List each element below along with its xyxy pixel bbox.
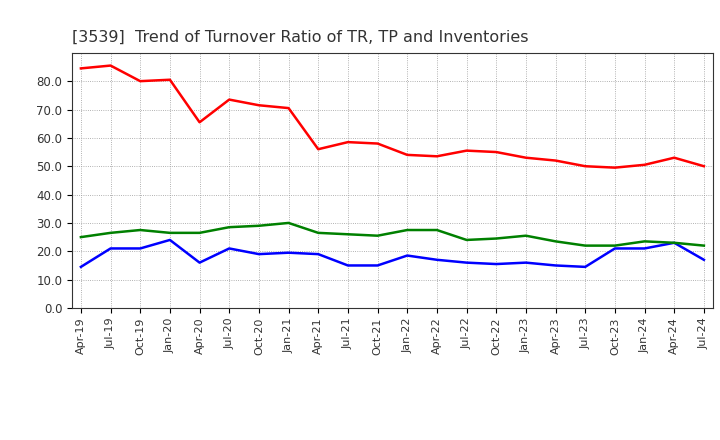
Trade Payables xyxy=(76,264,85,270)
Inventories xyxy=(670,240,678,246)
Trade Receivables xyxy=(492,150,500,155)
Trade Receivables xyxy=(552,158,560,163)
Trade Payables xyxy=(492,261,500,267)
Inventories xyxy=(195,230,204,235)
Trade Receivables xyxy=(107,63,115,68)
Trade Payables xyxy=(670,240,678,246)
Inventories xyxy=(343,231,352,237)
Inventories xyxy=(462,237,471,242)
Trade Payables xyxy=(373,263,382,268)
Trade Receivables xyxy=(255,103,264,108)
Inventories xyxy=(107,230,115,235)
Line: Trade Receivables: Trade Receivables xyxy=(81,66,704,168)
Trade Payables xyxy=(166,237,174,242)
Trade Payables xyxy=(521,260,530,265)
Trade Receivables xyxy=(462,148,471,153)
Trade Payables xyxy=(343,263,352,268)
Trade Receivables xyxy=(403,152,412,158)
Trade Payables xyxy=(136,246,145,251)
Trade Payables xyxy=(462,260,471,265)
Trade Receivables xyxy=(373,141,382,146)
Trade Payables xyxy=(581,264,590,270)
Trade Payables xyxy=(403,253,412,258)
Trade Receivables xyxy=(284,106,293,111)
Trade Receivables xyxy=(225,97,233,102)
Legend: Trade Receivables, Trade Payables, Inventories: Trade Receivables, Trade Payables, Inven… xyxy=(148,436,636,440)
Trade Payables xyxy=(225,246,233,251)
Trade Receivables xyxy=(343,139,352,145)
Line: Inventories: Inventories xyxy=(81,223,704,246)
Inventories xyxy=(403,227,412,233)
Trade Receivables xyxy=(640,162,649,168)
Inventories xyxy=(640,239,649,244)
Trade Receivables xyxy=(521,155,530,160)
Line: Trade Payables: Trade Payables xyxy=(81,240,704,267)
Trade Receivables xyxy=(611,165,619,170)
Trade Receivables xyxy=(433,154,441,159)
Inventories xyxy=(166,230,174,235)
Trade Receivables xyxy=(195,120,204,125)
Inventories xyxy=(492,236,500,241)
Inventories xyxy=(700,243,708,248)
Trade Receivables xyxy=(700,164,708,169)
Trade Payables xyxy=(700,257,708,262)
Inventories xyxy=(611,243,619,248)
Trade Payables xyxy=(284,250,293,255)
Trade Receivables xyxy=(314,147,323,152)
Inventories xyxy=(521,233,530,238)
Inventories xyxy=(76,235,85,240)
Trade Receivables xyxy=(136,78,145,84)
Trade Payables xyxy=(640,246,649,251)
Trade Payables xyxy=(107,246,115,251)
Trade Receivables xyxy=(670,155,678,160)
Trade Payables xyxy=(611,246,619,251)
Inventories xyxy=(136,227,145,233)
Inventories xyxy=(373,233,382,238)
Trade Payables xyxy=(433,257,441,262)
Inventories xyxy=(284,220,293,226)
Inventories xyxy=(255,223,264,228)
Inventories xyxy=(225,224,233,230)
Trade Payables xyxy=(552,263,560,268)
Inventories xyxy=(581,243,590,248)
Inventories xyxy=(433,227,441,233)
Trade Payables xyxy=(314,252,323,257)
Text: [3539]  Trend of Turnover Ratio of TR, TP and Inventories: [3539] Trend of Turnover Ratio of TR, TP… xyxy=(72,29,528,45)
Trade Receivables xyxy=(581,164,590,169)
Inventories xyxy=(552,239,560,244)
Trade Receivables xyxy=(76,66,85,71)
Trade Payables xyxy=(255,252,264,257)
Trade Payables xyxy=(195,260,204,265)
Inventories xyxy=(314,230,323,235)
Trade Receivables xyxy=(166,77,174,82)
